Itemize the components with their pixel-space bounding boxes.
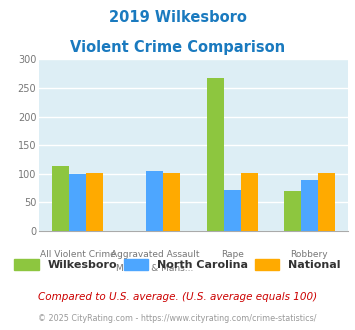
Bar [224,190,241,231]
Bar [318,173,335,231]
Bar [301,180,318,231]
Text: Murder & Mans...: Murder & Mans... [116,264,193,273]
Text: 2019 Wilkesboro: 2019 Wilkesboro [109,10,246,25]
Text: Aggravated Assault: Aggravated Assault [111,250,199,259]
Bar [241,173,258,231]
Legend: Wilkesboro, North Carolina, National: Wilkesboro, North Carolina, National [10,255,345,275]
Bar [284,191,301,231]
Bar [207,78,224,231]
Text: All Violent Crime: All Violent Crime [40,250,115,259]
Text: Violent Crime Comparison: Violent Crime Comparison [70,40,285,54]
Text: Robbery: Robbery [290,250,328,259]
Bar [146,171,163,231]
Bar [86,173,103,231]
Text: © 2025 CityRating.com - https://www.cityrating.com/crime-statistics/: © 2025 CityRating.com - https://www.city… [38,314,317,323]
Bar [52,166,69,231]
Text: Rape: Rape [221,250,244,259]
Bar [163,173,180,231]
Text: Compared to U.S. average. (U.S. average equals 100): Compared to U.S. average. (U.S. average … [38,292,317,302]
Bar [69,174,86,231]
